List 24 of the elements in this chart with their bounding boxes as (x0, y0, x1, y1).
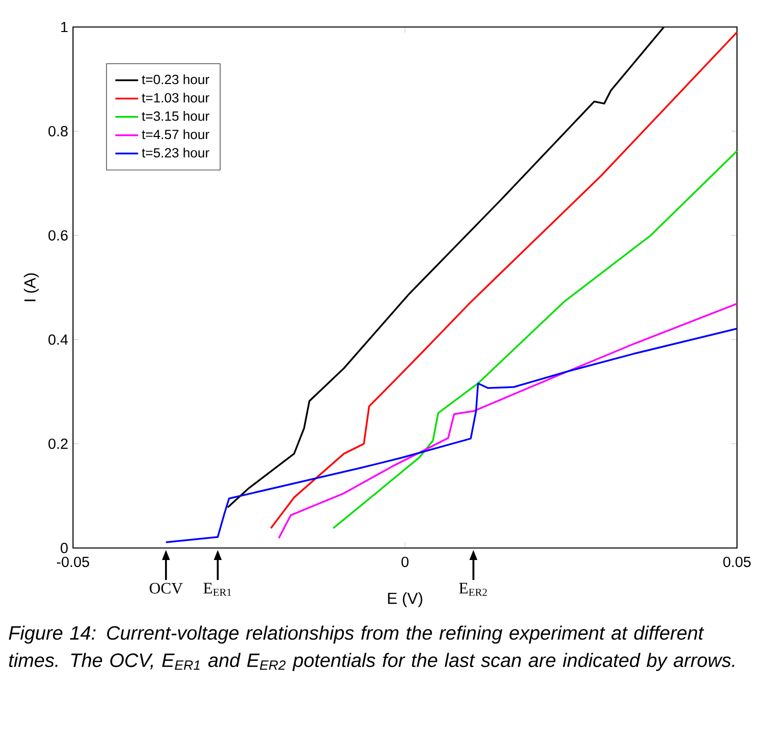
x-tick-label: 0.05 (723, 556, 751, 568)
x-axis-title: E (V) (388, 592, 422, 608)
line-series (278, 302, 738, 539)
x-tick-label: 0 (401, 556, 408, 568)
legend-label: t=5.23 hour (142, 148, 210, 158)
line-series (270, 31, 738, 530)
y-tick-label: 0.4 (48, 334, 68, 345)
legend-label: t=1.03 hour (142, 92, 210, 103)
legend-label: t=3.15 hour (142, 111, 210, 121)
text: OCV (150, 582, 183, 594)
y-tick-label: 0.6 (48, 230, 68, 241)
line-series (332, 150, 738, 530)
caption: Figure 14: Current-voltage relationships from the refining experiment at different times. The OCV, E$_{ER1}$ and E$_{ER2}$ potentials for the last scan are indicated by arrows. (8, 626, 734, 671)
legend-label: t=4.57 hour (142, 129, 210, 140)
y-axis-title: I (A) (24, 273, 39, 302)
line-series (165, 328, 738, 544)
y-tick-label: 0.2 (48, 438, 68, 449)
y-tick-label: 1 (61, 22, 68, 32)
text: E$_{ER2}$ (459, 582, 487, 596)
y-tick-label: 0.8 (48, 126, 68, 136)
x-tick-label: -0.05 (56, 556, 90, 568)
text: E$_{ER1}$ (204, 582, 232, 596)
y-tick-label: 0 (60, 542, 68, 554)
legend-label: t=0.23 hour (142, 74, 210, 84)
